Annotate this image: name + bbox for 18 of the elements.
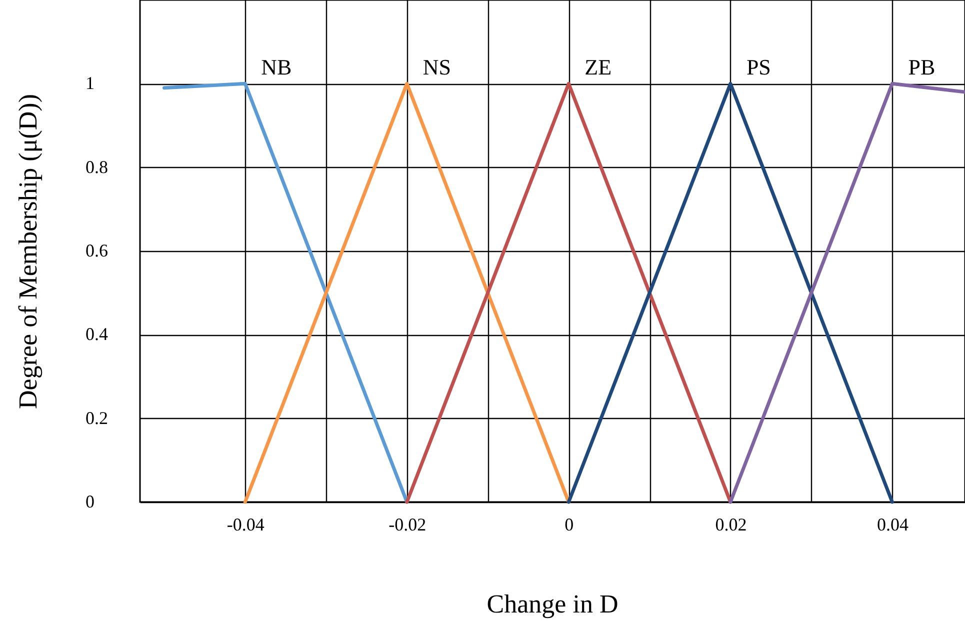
y-tick-label: 1 <box>86 73 94 94</box>
x-tick-label: 0.02 <box>715 514 747 534</box>
x-tick-label: -0.04 <box>226 514 264 534</box>
x-tick-label: 0.04 <box>876 514 908 534</box>
y-tick-label: 0.2 <box>86 408 108 428</box>
series-label: PS <box>746 54 771 80</box>
y-tick-label: 0.6 <box>86 240 108 260</box>
series-label: ZE <box>584 54 612 80</box>
series-label: NB <box>261 54 292 80</box>
y-tick-label: 0.4 <box>86 324 108 344</box>
series-label: PB <box>908 54 936 80</box>
x-tick-label: -0.02 <box>388 514 426 534</box>
y-tick-label: 0 <box>86 492 94 512</box>
x-tick-label: 0 <box>564 514 574 534</box>
x-axis-title: Change in D <box>486 590 618 618</box>
y-tick-label: 0.8 <box>86 156 108 177</box>
y-axis-title: Degree of Membership (μ(D)) <box>14 94 42 409</box>
series-label: NS <box>422 54 452 80</box>
